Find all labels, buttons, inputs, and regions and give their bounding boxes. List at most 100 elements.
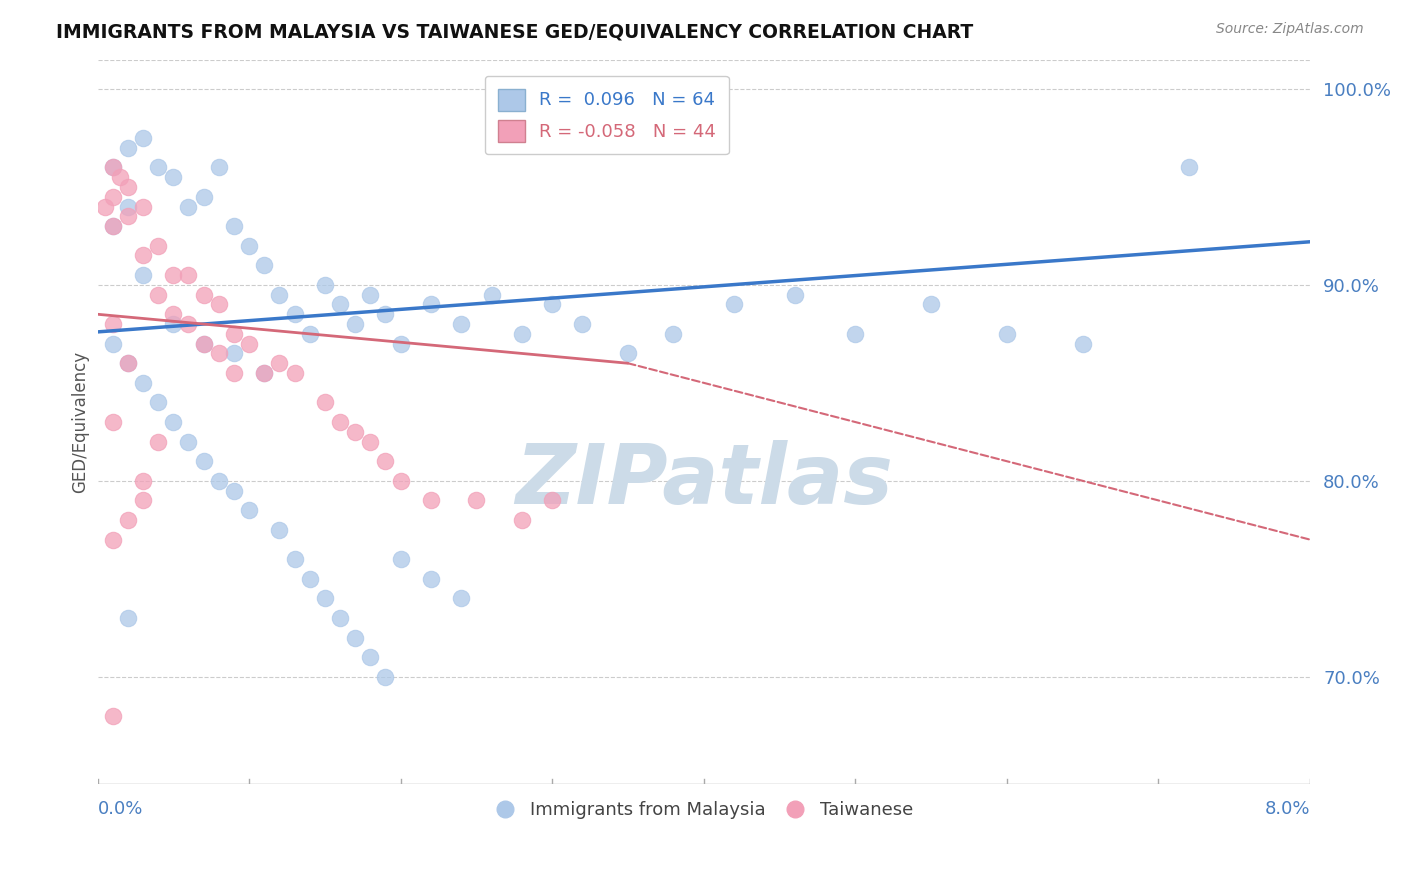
Point — [193, 190, 215, 204]
Point — [101, 219, 124, 233]
Point — [117, 180, 139, 194]
Point — [344, 317, 367, 331]
Point — [193, 336, 215, 351]
Point — [132, 268, 155, 282]
Point — [162, 415, 184, 429]
Point — [419, 297, 441, 311]
Point — [298, 326, 321, 341]
Point — [450, 591, 472, 606]
Point — [844, 326, 866, 341]
Point — [359, 287, 381, 301]
Y-axis label: GED/Equivalency: GED/Equivalency — [72, 351, 89, 493]
Point — [148, 434, 170, 449]
Point — [344, 425, 367, 439]
Point — [222, 483, 245, 498]
Point — [132, 248, 155, 262]
Point — [222, 219, 245, 233]
Point — [101, 161, 124, 175]
Point — [193, 454, 215, 468]
Point — [148, 395, 170, 409]
Point — [374, 454, 396, 468]
Point — [419, 493, 441, 508]
Point — [481, 287, 503, 301]
Point — [374, 670, 396, 684]
Point — [222, 366, 245, 380]
Point — [177, 317, 200, 331]
Point — [148, 161, 170, 175]
Point — [132, 131, 155, 145]
Text: IMMIGRANTS FROM MALAYSIA VS TAIWANESE GED/EQUIVALENCY CORRELATION CHART: IMMIGRANTS FROM MALAYSIA VS TAIWANESE GE… — [56, 22, 973, 41]
Point — [162, 317, 184, 331]
Point — [110, 170, 132, 185]
Point — [995, 326, 1018, 341]
Point — [208, 474, 231, 488]
Text: 8.0%: 8.0% — [1264, 800, 1310, 818]
Point — [389, 336, 412, 351]
Point — [1177, 161, 1199, 175]
Point — [541, 493, 564, 508]
Point — [238, 503, 260, 517]
Point — [284, 366, 307, 380]
Point — [177, 200, 200, 214]
Point — [208, 346, 231, 360]
Point — [132, 474, 155, 488]
Point — [193, 287, 215, 301]
Point — [117, 356, 139, 370]
Point — [101, 533, 124, 547]
Point — [117, 210, 139, 224]
Point — [450, 317, 472, 331]
Point — [208, 297, 231, 311]
Point — [101, 709, 124, 723]
Point — [571, 317, 593, 331]
Point — [101, 317, 124, 331]
Point — [344, 631, 367, 645]
Point — [329, 415, 352, 429]
Point — [117, 200, 139, 214]
Point — [162, 268, 184, 282]
Point — [329, 297, 352, 311]
Point — [101, 415, 124, 429]
Point — [162, 307, 184, 321]
Text: Source: ZipAtlas.com: Source: ZipAtlas.com — [1216, 22, 1364, 37]
Point — [329, 611, 352, 625]
Point — [541, 297, 564, 311]
Point — [101, 336, 124, 351]
Point — [117, 611, 139, 625]
Point — [920, 297, 942, 311]
Point — [117, 356, 139, 370]
Point — [208, 161, 231, 175]
Point — [238, 238, 260, 252]
Point — [269, 523, 291, 537]
Point — [783, 287, 806, 301]
Point — [253, 366, 276, 380]
Point — [193, 336, 215, 351]
Point — [314, 395, 336, 409]
Point — [132, 376, 155, 390]
Point — [510, 326, 533, 341]
Point — [314, 277, 336, 292]
Legend: Immigrants from Malaysia, Taiwanese: Immigrants from Malaysia, Taiwanese — [486, 794, 921, 826]
Point — [101, 190, 124, 204]
Point — [617, 346, 640, 360]
Point — [117, 141, 139, 155]
Point — [284, 307, 307, 321]
Point — [419, 572, 441, 586]
Point — [269, 287, 291, 301]
Point — [465, 493, 488, 508]
Text: 0.0%: 0.0% — [97, 800, 143, 818]
Point — [253, 258, 276, 272]
Point — [389, 552, 412, 566]
Point — [359, 434, 381, 449]
Point — [101, 161, 124, 175]
Point — [662, 326, 685, 341]
Point — [389, 474, 412, 488]
Point — [94, 200, 117, 214]
Point — [162, 170, 184, 185]
Point — [510, 513, 533, 527]
Point — [177, 434, 200, 449]
Point — [374, 307, 396, 321]
Point — [284, 552, 307, 566]
Text: ZIPatlas: ZIPatlas — [515, 440, 893, 521]
Point — [269, 356, 291, 370]
Point — [222, 346, 245, 360]
